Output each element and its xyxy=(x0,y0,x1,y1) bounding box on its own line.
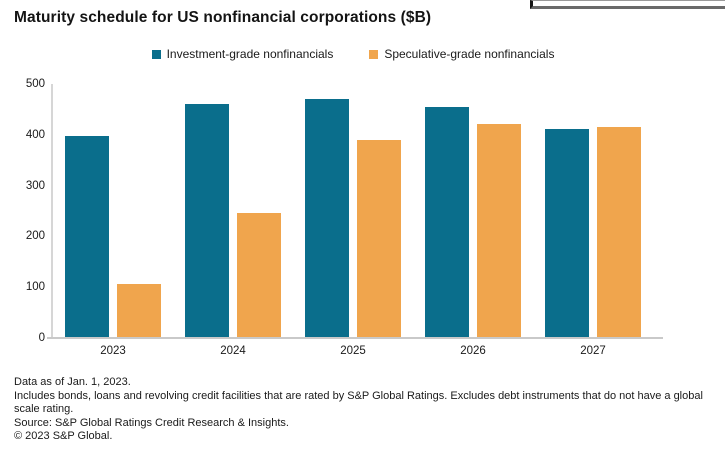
legend-swatch-icon xyxy=(369,49,379,59)
bar-group-2024 xyxy=(173,84,293,338)
cropped-window-fragment xyxy=(530,0,725,9)
plot-area xyxy=(53,84,653,338)
footer-data-as-of: Data as of Jan. 1, 2023. xyxy=(14,376,131,388)
legend-swatch-icon xyxy=(151,49,161,59)
bar-speculative-grade-2027 xyxy=(597,127,641,338)
bar-speculative-grade-2025 xyxy=(357,140,401,338)
chart-title: Maturity schedule for US nonfinancial co… xyxy=(14,9,432,26)
chart-legend: Investment-grade nonfinancials Speculativ… xyxy=(53,47,653,61)
bar-investment-grade-2027 xyxy=(545,128,589,338)
bar-speculative-grade-2026 xyxy=(477,124,521,338)
x-axis-label-2023: 2023 xyxy=(100,345,126,357)
bar-investment-grade-2025 xyxy=(305,98,349,338)
bar-investment-grade-2023 xyxy=(65,136,109,338)
legend-item-investment-grade: Investment-grade nonfinancials xyxy=(151,47,334,61)
x-axis-label-2027: 2027 xyxy=(580,345,606,357)
bar-group-2027 xyxy=(533,84,653,338)
legend-item-speculative-grade: Speculative-grade nonfinancials xyxy=(369,47,554,61)
y-tick-label: 0 xyxy=(38,332,45,344)
footer-copyright: © 2023 S&P Global. xyxy=(14,430,113,443)
bar-group-2025 xyxy=(293,84,413,338)
y-axis-line xyxy=(51,84,53,338)
x-axis-label-2026: 2026 xyxy=(460,345,486,357)
y-tick-label: 500 xyxy=(25,78,45,90)
legend-label: Speculative-grade nonfinancials xyxy=(384,47,555,61)
x-axis-label-2024: 2024 xyxy=(220,345,246,357)
y-tick-label: 400 xyxy=(25,128,45,141)
y-tick-label: 300 xyxy=(25,179,45,192)
y-tick-label: 200 xyxy=(25,230,45,243)
y-tick-label: 100 xyxy=(25,281,45,294)
bar-investment-grade-2024 xyxy=(185,103,229,338)
bar-investment-grade-2026 xyxy=(425,106,469,338)
bar-group-2023 xyxy=(53,84,173,338)
bar-speculative-grade-2024 xyxy=(237,213,281,338)
footer-notes: Data as of Jan. 1, 2023. Includes bonds,… xyxy=(14,376,708,444)
x-axis-label-2025: 2025 xyxy=(340,345,366,357)
legend-label: Investment-grade nonfinancials xyxy=(166,47,334,61)
bar-group-2026 xyxy=(413,84,533,338)
x-axis-line xyxy=(47,337,663,339)
bar-speculative-grade-2023 xyxy=(117,284,161,338)
footer-inclusion-note: Includes bonds, loans and revolving cred… xyxy=(14,389,703,416)
footer-source: Source: S&P Global Ratings Credit Resear… xyxy=(14,416,289,429)
x-axis-labels: 2023 2024 2025 2026 2027 xyxy=(53,345,653,357)
